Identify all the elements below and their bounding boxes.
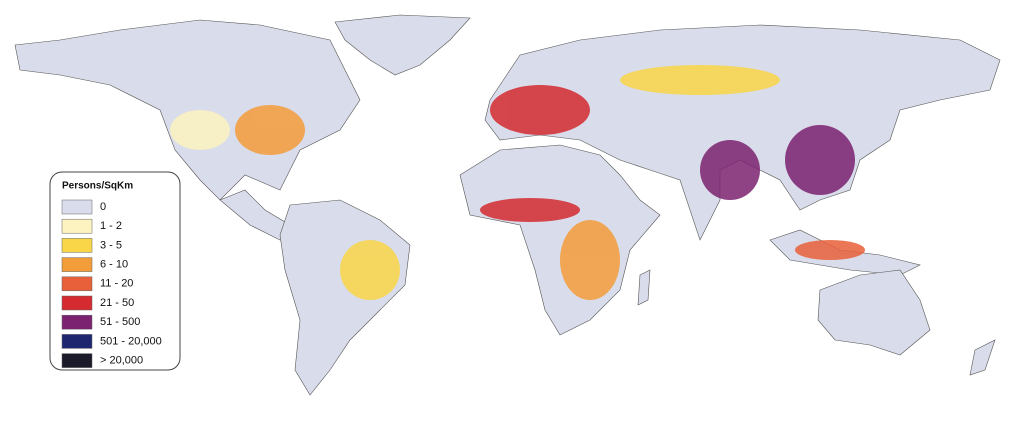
legend-swatch: [61, 199, 93, 215]
legend-label: 0: [100, 201, 106, 213]
greenland: [334, 14, 471, 76]
south-america: [279, 199, 411, 396]
legend-swatch: [61, 276, 93, 292]
density-shading: [170, 65, 865, 300]
density-area: [170, 110, 230, 150]
density-area: [490, 85, 590, 135]
legend-swatch: [61, 295, 93, 311]
new-zealand: [969, 339, 996, 376]
legend-swatch: [61, 218, 93, 234]
africa: [459, 144, 661, 336]
legend-label: 501 - 20,000: [100, 335, 162, 347]
legend-label: 51 - 500: [100, 316, 140, 328]
legend-label: 6 - 10: [100, 259, 128, 271]
density-area: [795, 240, 865, 260]
density-area: [480, 198, 580, 222]
north-america: [14, 19, 361, 201]
density-area: [560, 220, 620, 300]
density-area: [785, 125, 855, 195]
density-area: [700, 140, 760, 200]
eurasia: [484, 24, 1001, 241]
legend-swatch: [61, 257, 93, 272]
legend-label: > 20,000: [100, 355, 143, 367]
legend-swatch: [61, 238, 93, 253]
legend-swatch: [61, 353, 93, 368]
density-area: [620, 65, 780, 95]
legend-swatch: [61, 314, 93, 330]
australia: [817, 269, 931, 356]
legend-label: 11 - 20: [100, 278, 133, 290]
legend-swatch: [61, 334, 93, 349]
legend-label: 1 - 2: [100, 220, 122, 232]
density-area: [235, 105, 305, 155]
madagascar: [637, 269, 651, 306]
legend-label: 3 - 5: [100, 239, 122, 251]
legend-label: 21 - 50: [100, 297, 134, 309]
legend-title: Persons/SqKm: [62, 181, 133, 192]
density-area: [340, 240, 400, 300]
